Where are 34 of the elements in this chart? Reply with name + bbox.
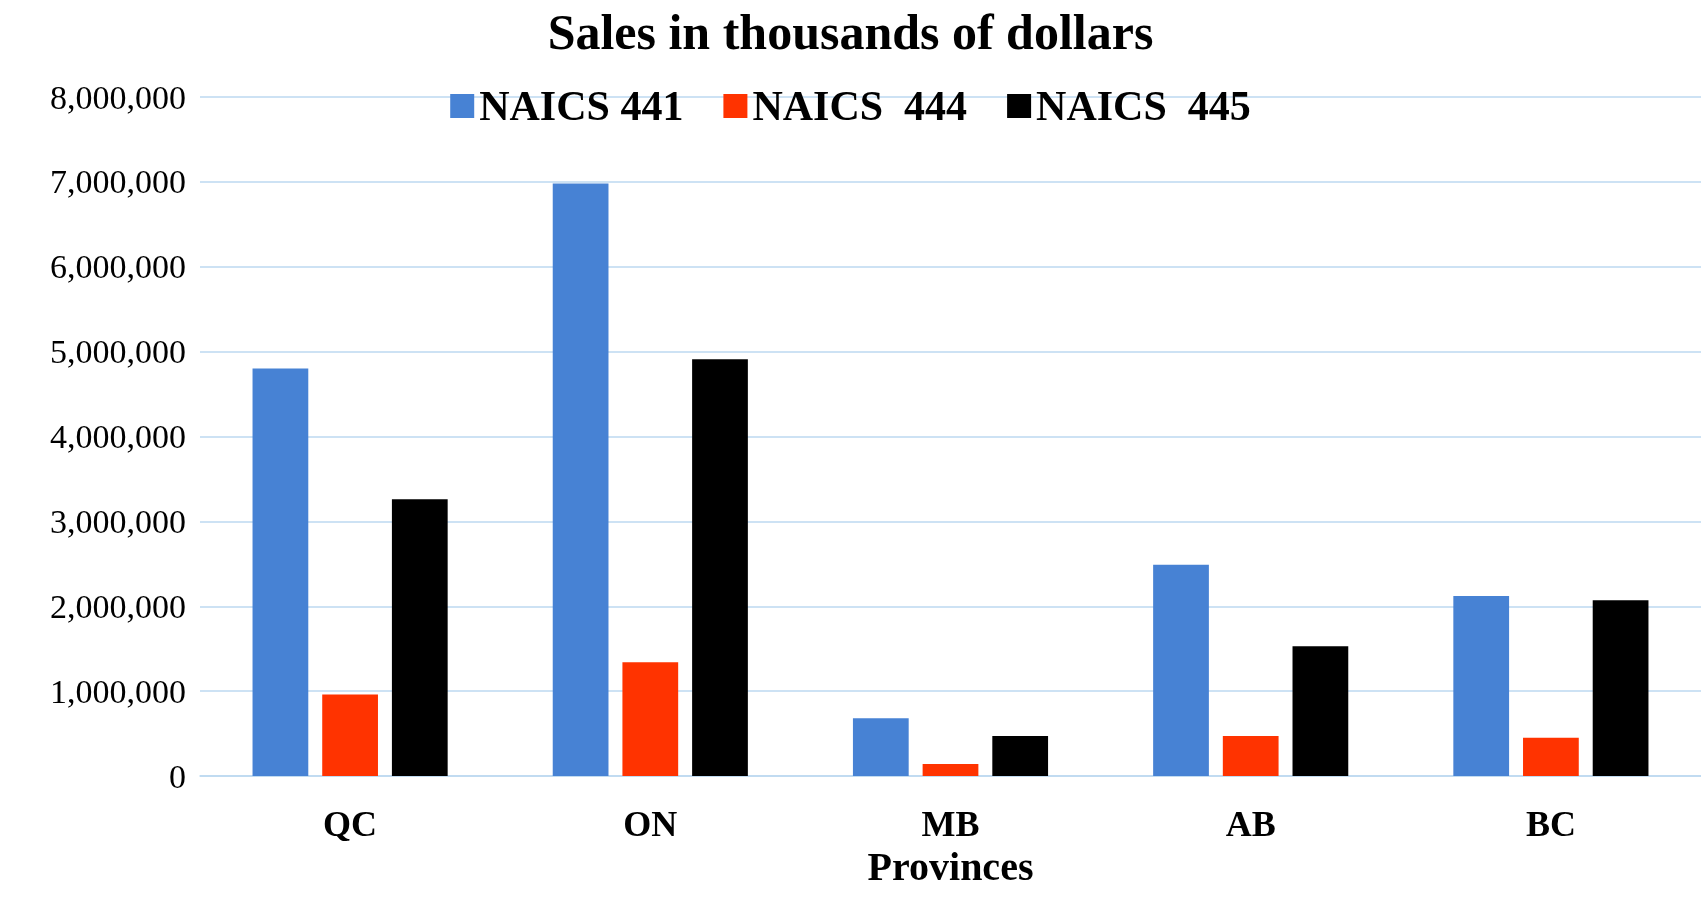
chart-title: Sales in thousands of dollars: [547, 4, 1154, 60]
bar: [922, 764, 979, 776]
bar: [622, 662, 679, 776]
legend-label: NAICS 445: [1036, 83, 1251, 129]
bar: [391, 499, 448, 776]
bar: [322, 694, 378, 776]
bar: [1153, 564, 1209, 776]
y-tick-label: 0: [169, 757, 186, 795]
y-tick-label: 1,000,000: [50, 672, 186, 710]
bar: [1592, 600, 1649, 776]
bar: [992, 736, 1049, 776]
x-tick-label: ON: [623, 804, 678, 844]
y-tick-label: 4,000,000: [50, 418, 186, 455]
y-tick-label: 8,000,000: [50, 78, 186, 116]
legend-label: NAICS 444: [752, 83, 968, 129]
y-tick-label: 2,000,000: [50, 587, 186, 625]
x-tick-label: AB: [1225, 804, 1276, 844]
bar: [692, 359, 748, 776]
bar: [1523, 737, 1579, 776]
bar: [552, 183, 609, 776]
bar: [1222, 736, 1279, 776]
bar: [1292, 646, 1349, 776]
x-tick-label: MB: [921, 804, 980, 844]
legend-label: NAICS 441: [479, 83, 684, 129]
bar: [252, 368, 309, 776]
x-tick-label: QC: [323, 804, 378, 844]
x-axis-title: Provinces: [867, 844, 1034, 890]
y-tick-label: 7,000,000: [50, 163, 186, 201]
bar: [1453, 596, 1510, 776]
y-tick-label: 6,000,000: [50, 248, 186, 286]
y-tick-label: 5,000,000: [50, 333, 186, 371]
bar: [852, 718, 909, 776]
x-tick-label: BC: [1525, 804, 1576, 844]
y-tick-label: 3,000,000: [50, 502, 186, 540]
